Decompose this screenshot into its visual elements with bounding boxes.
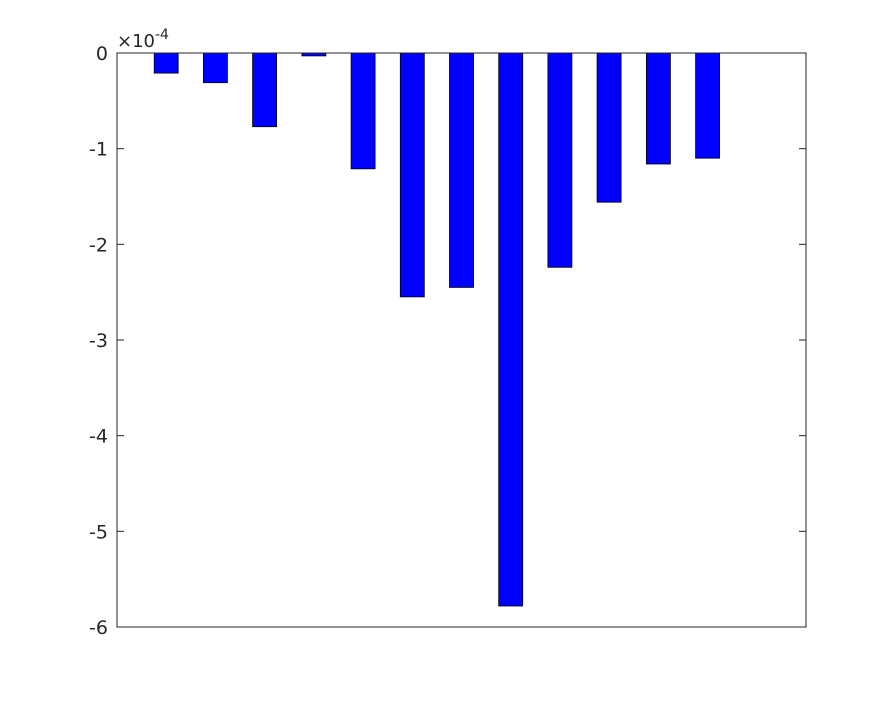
y-tick-label: -4 [89,426,108,448]
y-tick-label: -1 [89,139,108,161]
bar-5 [350,52,376,170]
bar-2 [202,52,228,84]
bar-6 [399,52,425,298]
y-tick-label: 0 [96,43,108,65]
axis-scale-multiplier: ×10-4 [117,27,169,52]
y-tick-label: -5 [89,521,108,543]
bar-8 [498,52,524,607]
y-tick-label: -3 [89,330,108,352]
bar-9 [547,52,573,268]
bar-3 [252,52,278,128]
bars-group [153,52,720,607]
bar-11 [646,52,671,165]
bar-10 [596,52,622,203]
bar-7 [449,52,474,288]
y-tick-label: -6 [89,617,108,639]
bar-1 [153,52,179,74]
y-tick-label: -2 [89,234,108,256]
y-ticks-group: 0 -1 -2 -3 -4 -5 -6 [89,43,806,639]
bar-12 [695,52,720,159]
